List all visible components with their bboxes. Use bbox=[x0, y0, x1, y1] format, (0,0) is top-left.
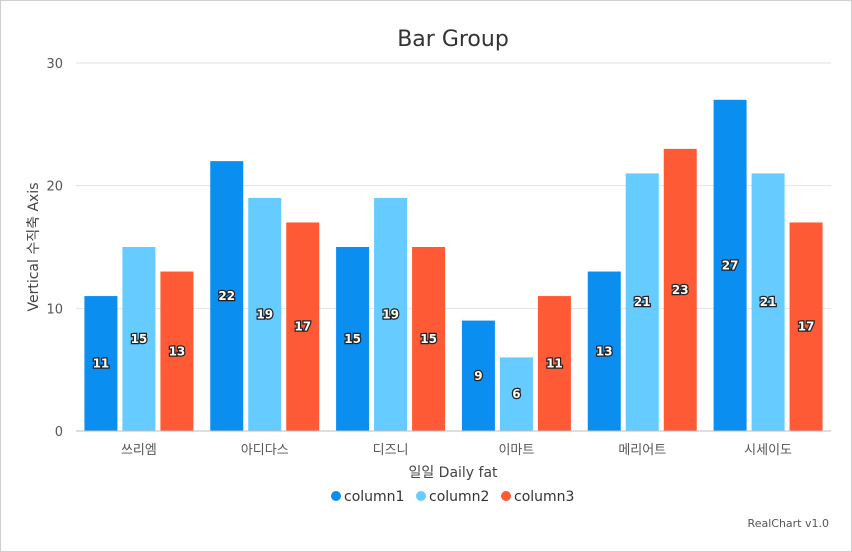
y-tick-label: 0 bbox=[55, 425, 63, 440]
data-label: 17 bbox=[294, 320, 311, 334]
data-label: 19 bbox=[256, 307, 273, 321]
data-label: 15 bbox=[131, 332, 148, 346]
bar-column2[interactable] bbox=[625, 173, 659, 431]
bar-column3[interactable] bbox=[412, 247, 446, 431]
bar-column3[interactable] bbox=[537, 296, 571, 431]
x-axis-ticks: 쓰리엠 아디다스 디즈니 이마트 메리어트 시세이도 bbox=[121, 443, 792, 458]
y-tick-label: 20 bbox=[46, 180, 63, 195]
x-axis-title: 일일 Daily fat bbox=[408, 465, 498, 481]
x-tick-label: 쓰리엠 bbox=[121, 443, 157, 458]
x-tick-label: 이마트 bbox=[498, 443, 534, 458]
data-label: 13 bbox=[169, 344, 186, 358]
bar-column1[interactable] bbox=[210, 161, 244, 431]
bar-column3[interactable] bbox=[663, 148, 697, 431]
legend-label: column1 bbox=[344, 489, 404, 505]
legend-marker bbox=[501, 491, 511, 501]
data-label: 9 bbox=[474, 369, 482, 383]
bar-column2[interactable] bbox=[374, 197, 408, 431]
bar-column1[interactable] bbox=[713, 99, 747, 432]
y-axis-ticks: 0 10 20 30 bbox=[46, 57, 63, 440]
data-label: 13 bbox=[596, 344, 613, 358]
data-label: 23 bbox=[672, 283, 689, 297]
bar-column1[interactable] bbox=[336, 247, 370, 431]
legend-item-column3[interactable]: column3 bbox=[501, 489, 574, 505]
data-labels: 11 15 13 22 19 17 15 19 15 9 6 11 13 21 23 27 21 17 bbox=[91, 257, 815, 402]
data-label: 15 bbox=[420, 332, 437, 346]
legend-item-column2[interactable]: column2 bbox=[416, 489, 489, 505]
data-label: 11 bbox=[93, 357, 110, 371]
bar-column3[interactable] bbox=[286, 222, 320, 431]
bar-column2[interactable] bbox=[248, 197, 282, 431]
data-label: 21 bbox=[634, 295, 651, 309]
grid-lines bbox=[76, 62, 831, 309]
data-label: 11 bbox=[546, 357, 563, 371]
bar-column1[interactable] bbox=[587, 271, 621, 431]
data-label: 21 bbox=[760, 295, 777, 309]
x-tick-label: 시세이도 bbox=[744, 443, 792, 458]
x-tick-label: 메리어트 bbox=[618, 443, 666, 458]
data-label: 22 bbox=[218, 289, 235, 303]
y-tick-label: 10 bbox=[46, 302, 63, 317]
legend-item-column1[interactable]: column1 bbox=[331, 489, 404, 505]
legend: column1 column2 column3 bbox=[331, 489, 574, 505]
y-tick-label: 30 bbox=[46, 57, 63, 72]
bar-column1[interactable] bbox=[84, 296, 118, 431]
x-tick-label: 디즈니 bbox=[373, 443, 409, 458]
data-label: 27 bbox=[722, 258, 739, 272]
bars bbox=[84, 99, 823, 432]
data-label: 17 bbox=[798, 320, 815, 334]
legend-label: column3 bbox=[514, 489, 574, 505]
bar-column2[interactable] bbox=[122, 247, 156, 431]
chart-title: Bar Group bbox=[397, 27, 509, 52]
data-label: 6 bbox=[512, 387, 520, 401]
legend-marker bbox=[331, 491, 341, 501]
bar-column3[interactable] bbox=[160, 271, 194, 431]
bar-column1[interactable] bbox=[461, 320, 495, 431]
bar-column2[interactable] bbox=[499, 357, 533, 431]
x-tick-label: 아디다스 bbox=[241, 443, 289, 458]
data-label: 15 bbox=[344, 332, 361, 346]
bar-column3[interactable] bbox=[789, 222, 823, 431]
legend-marker bbox=[416, 491, 426, 501]
legend-label: column2 bbox=[429, 489, 489, 505]
data-label: 19 bbox=[382, 307, 399, 321]
bar-column2[interactable] bbox=[751, 173, 785, 431]
y-axis-title: Vertical 수직축 Axis bbox=[26, 183, 42, 312]
credits-text: RealChart v1.0 bbox=[748, 517, 829, 530]
